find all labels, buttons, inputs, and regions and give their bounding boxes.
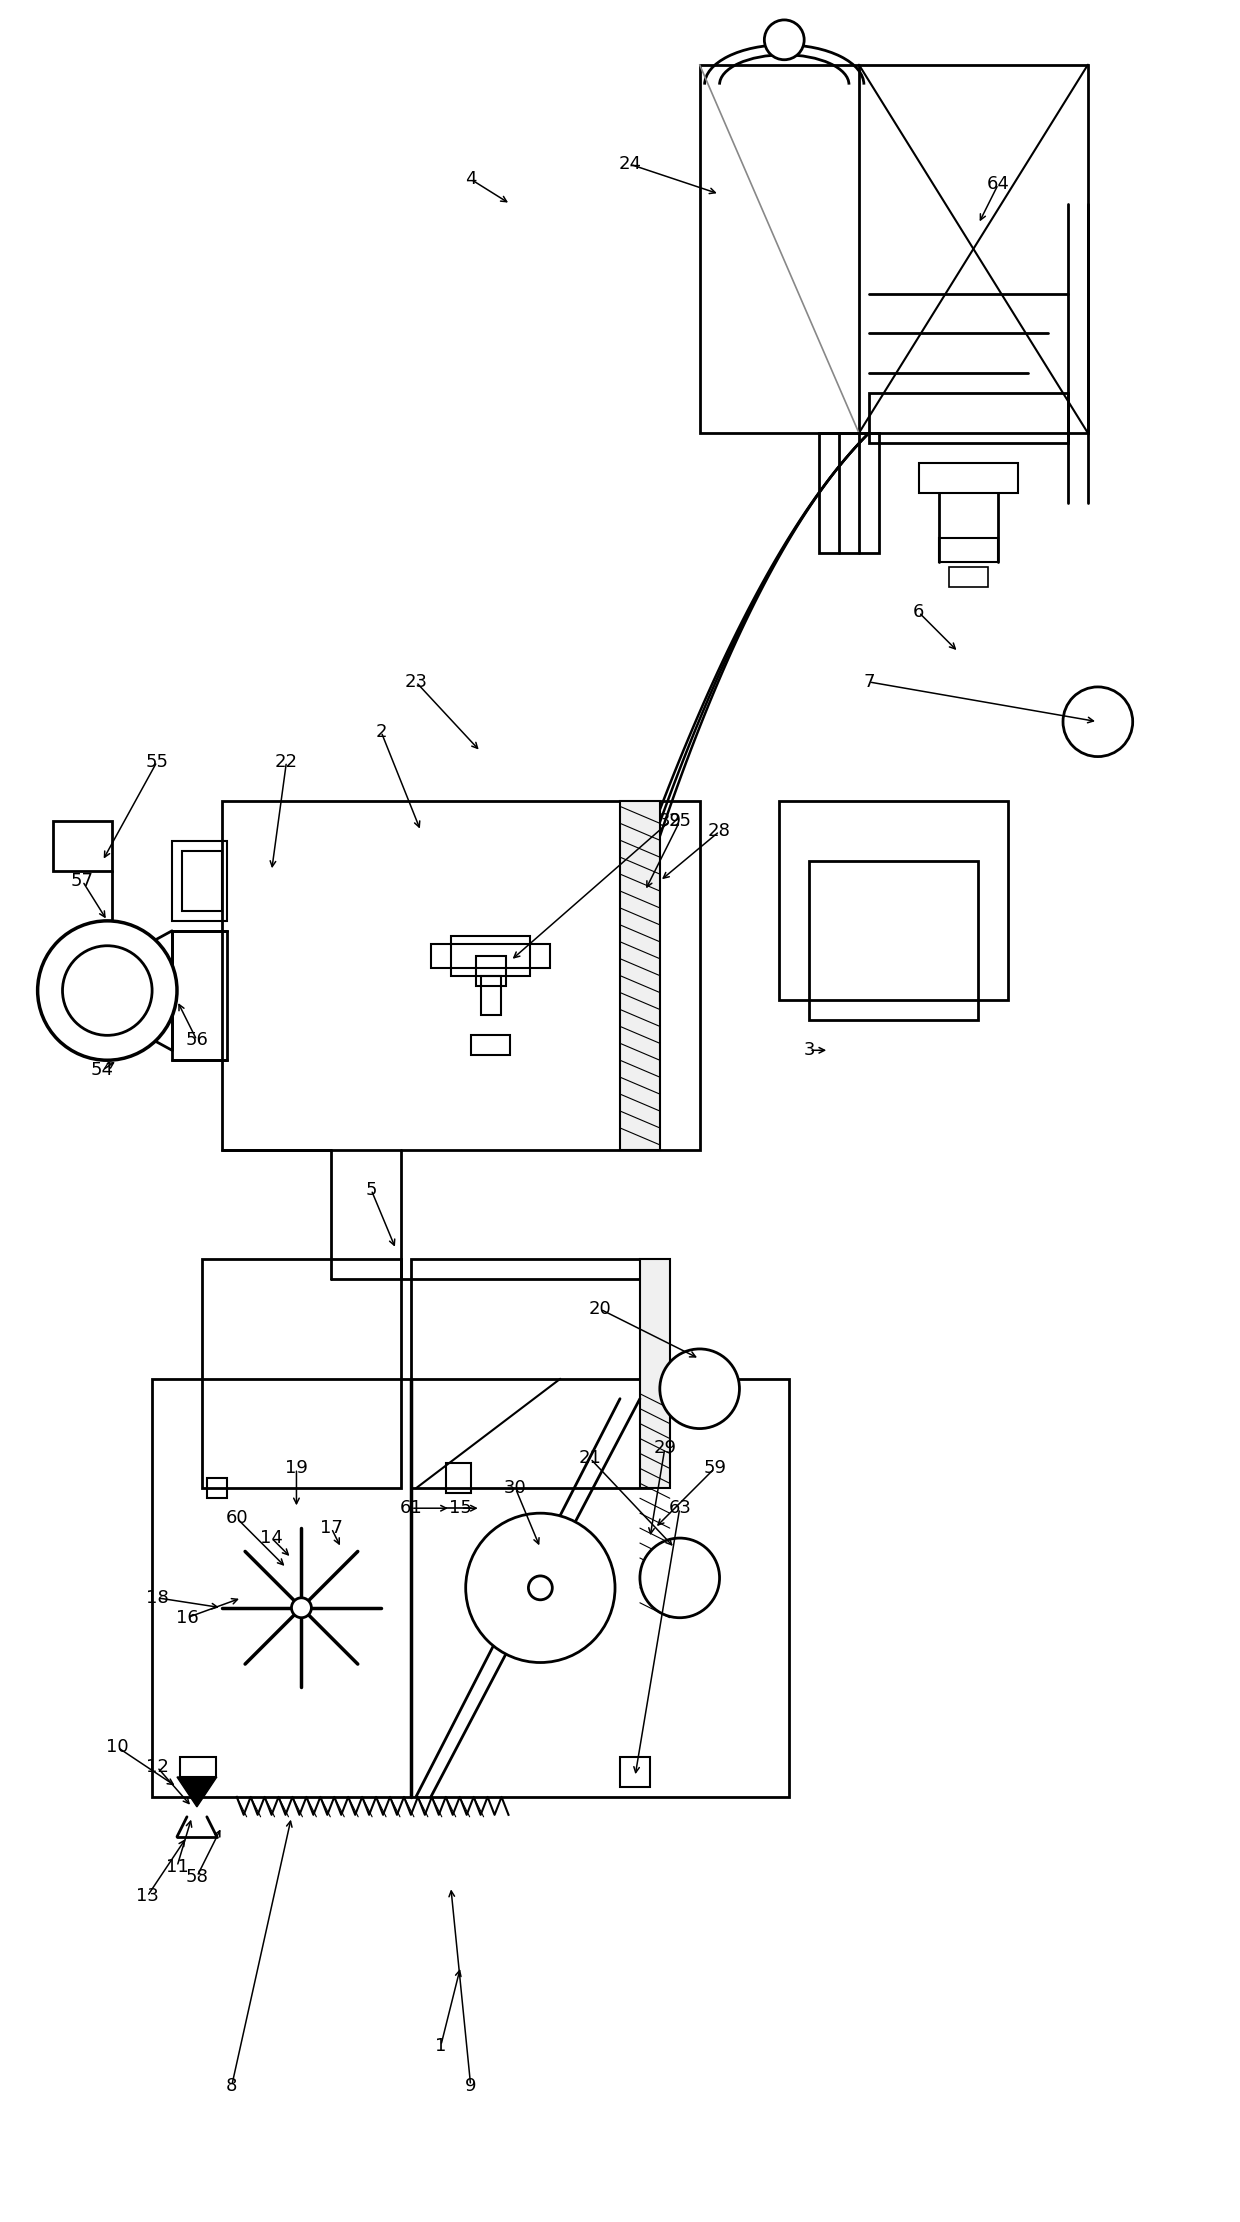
Text: 58: 58: [186, 1866, 208, 1886]
Bar: [153, 1380, 789, 1798]
Bar: [779, 802, 1008, 1000]
Bar: [476, 955, 506, 987]
Text: 8: 8: [226, 2078, 237, 2095]
Bar: [207, 1478, 227, 1498]
Text: 22: 22: [275, 753, 298, 771]
Text: 25: 25: [668, 813, 691, 831]
Bar: [620, 802, 660, 1149]
Bar: [939, 538, 998, 562]
Text: 13: 13: [135, 1886, 159, 1906]
Text: 28: 28: [708, 822, 732, 840]
Bar: [430, 944, 551, 967]
Bar: [202, 1260, 401, 1489]
Text: 54: 54: [91, 1062, 114, 1080]
Bar: [810, 862, 978, 1020]
Bar: [222, 802, 699, 1149]
Bar: [869, 393, 1068, 442]
Text: 23: 23: [404, 673, 428, 691]
Text: 56: 56: [186, 1031, 208, 1049]
Text: 1: 1: [435, 2038, 446, 2055]
Text: 64: 64: [987, 176, 1009, 193]
Text: 24: 24: [619, 156, 641, 173]
Bar: [481, 975, 501, 1015]
Text: 12: 12: [145, 1758, 169, 1775]
Text: 7: 7: [863, 673, 874, 691]
Text: 15: 15: [449, 1500, 472, 1518]
Bar: [919, 462, 1018, 493]
Text: 10: 10: [105, 1738, 129, 1755]
Text: 59: 59: [703, 1460, 727, 1478]
Text: 5: 5: [366, 1180, 377, 1198]
Text: 20: 20: [589, 1300, 611, 1318]
Text: 11: 11: [166, 1858, 188, 1875]
Polygon shape: [177, 1778, 217, 1806]
Bar: [699, 64, 1087, 433]
Text: 9: 9: [465, 2078, 476, 2095]
Bar: [820, 433, 879, 553]
Text: 21: 21: [579, 1449, 601, 1467]
Bar: [172, 931, 227, 1060]
Bar: [172, 842, 227, 920]
Text: 4: 4: [465, 171, 476, 189]
Circle shape: [291, 1598, 311, 1618]
Text: 60: 60: [226, 1509, 248, 1527]
Text: 14: 14: [260, 1529, 283, 1547]
Text: 29: 29: [653, 1440, 676, 1458]
Circle shape: [62, 947, 153, 1035]
Text: 6: 6: [913, 602, 924, 622]
Text: 39: 39: [658, 813, 681, 831]
Text: 16: 16: [176, 1609, 198, 1627]
Text: 57: 57: [71, 871, 94, 891]
Text: 19: 19: [285, 1460, 308, 1478]
Text: 18: 18: [146, 1589, 169, 1607]
Circle shape: [640, 1538, 719, 1618]
Bar: [640, 1260, 670, 1489]
Circle shape: [466, 1513, 615, 1662]
Text: 63: 63: [668, 1500, 691, 1518]
Bar: [949, 567, 988, 587]
Text: 2: 2: [376, 722, 387, 740]
Text: 3: 3: [804, 1042, 815, 1060]
Circle shape: [764, 20, 805, 60]
Bar: [410, 1260, 650, 1489]
Text: 61: 61: [399, 1500, 423, 1518]
Text: 17: 17: [320, 1520, 342, 1538]
Bar: [446, 1464, 471, 1493]
Bar: [52, 822, 113, 871]
Bar: [451, 935, 531, 975]
Circle shape: [37, 920, 177, 1060]
Bar: [471, 1035, 511, 1055]
Bar: [180, 1758, 216, 1778]
Circle shape: [528, 1575, 552, 1600]
Circle shape: [1063, 687, 1132, 758]
Bar: [182, 851, 222, 911]
Bar: [620, 1758, 650, 1786]
Text: 30: 30: [505, 1480, 527, 1498]
Text: 55: 55: [145, 753, 169, 771]
Circle shape: [660, 1349, 739, 1429]
